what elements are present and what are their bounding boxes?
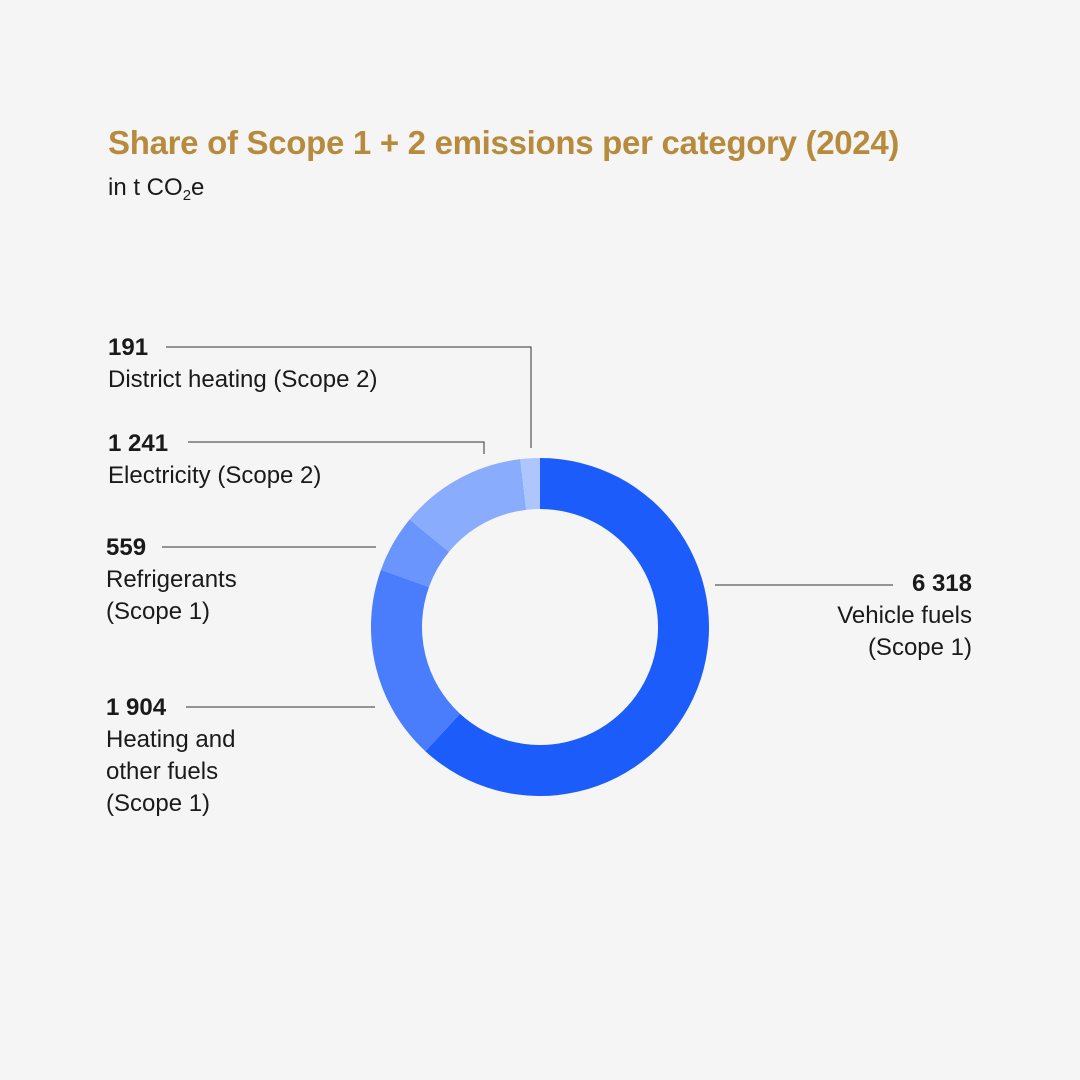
slice-value: 1 904 [106, 694, 167, 721]
label-vehicle-fuels: 6 318 Vehicle fuels (Scope 1) [837, 568, 972, 664]
leader-line-district-heating [166, 346, 532, 448]
label-refrigerants: 559 Refrigerants (Scope 1) [106, 532, 237, 628]
slice-district-heating [520, 458, 540, 510]
slice-name: Electricity (Scope 2) [108, 462, 322, 489]
slice-refrigerants [381, 519, 449, 587]
donut-slices [371, 458, 709, 796]
slice-name: District heating (Scope 2) [108, 366, 378, 393]
chart-title: Share of Scope 1 + 2 emissions per categ… [108, 124, 900, 161]
label-heating-and-other-fuels: 1 904 Heating and other fuels (Scope 1) [106, 692, 235, 820]
label-electricity: 1 241 Electricity (Scope 2) [108, 428, 321, 492]
slice-heating-and-other-fuels [371, 569, 460, 752]
chart-subtitle: in t CO2e [108, 174, 205, 204]
leader-line-electricity [188, 441, 485, 454]
slice-value: 559 [106, 534, 147, 561]
leader-lines [162, 346, 893, 708]
slice-name: Vehicle fuels (Scope 1) [837, 602, 972, 661]
subtitle-suffix: e [191, 174, 205, 201]
slice-name: Heating and other fuels (Scope 1) [106, 726, 236, 817]
label-district-heating: 191 District heating (Scope 2) [108, 332, 377, 396]
slice-electricity [409, 459, 527, 552]
slice-vehicle-fuels [425, 458, 709, 796]
slice-value: 191 [108, 334, 149, 361]
slice-value: 6 318 [911, 570, 972, 597]
subtitle-subscript: 2 [182, 187, 192, 204]
slice-value: 1 241 [108, 430, 169, 457]
slice-name: Refrigerants (Scope 1) [106, 566, 237, 625]
subtitle-prefix: in t CO [108, 174, 183, 201]
